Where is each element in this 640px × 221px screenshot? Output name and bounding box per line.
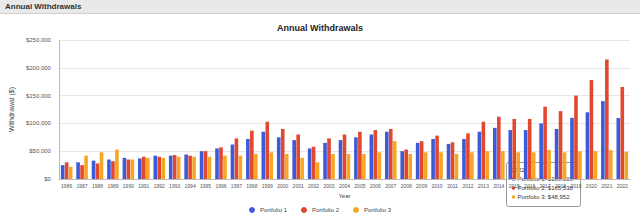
svg-text:2015: 2015 bbox=[509, 183, 520, 189]
svg-text:$50,000: $50,000 bbox=[29, 148, 51, 154]
svg-text:Annual Withdrawals: Annual Withdrawals bbox=[277, 23, 363, 33]
svg-text:1989: 1989 bbox=[107, 183, 118, 189]
svg-text:1999: 1999 bbox=[262, 183, 273, 189]
svg-text:Portfolio 3: Portfolio 3 bbox=[364, 207, 392, 213]
svg-text:1986: 1986 bbox=[61, 183, 72, 189]
svg-text:1994: 1994 bbox=[185, 183, 196, 189]
svg-text:2007: 2007 bbox=[385, 183, 396, 189]
svg-text:$250,000: $250,000 bbox=[26, 37, 52, 43]
svg-text:2022: 2022 bbox=[617, 183, 628, 189]
svg-text:2000: 2000 bbox=[277, 183, 288, 189]
svg-text:$200,000: $200,000 bbox=[26, 65, 52, 71]
svg-text:2005: 2005 bbox=[354, 183, 365, 189]
svg-text:2002: 2002 bbox=[308, 183, 319, 189]
svg-text:Portfolio 1: Portfolio 1 bbox=[260, 207, 288, 213]
svg-text:1991: 1991 bbox=[138, 183, 149, 189]
svg-text:Portfolio 3: $48,952: Portfolio 3: $48,952 bbox=[518, 194, 571, 200]
svg-text:1993: 1993 bbox=[169, 183, 180, 189]
svg-text:1988: 1988 bbox=[92, 183, 103, 189]
svg-text:2013: 2013 bbox=[478, 183, 489, 189]
svg-text:2006: 2006 bbox=[370, 183, 381, 189]
html-text:Annual Withdrawals: Annual Withdrawals bbox=[5, 2, 82, 11]
svg-text:1987: 1987 bbox=[77, 183, 88, 189]
svg-text:1997: 1997 bbox=[231, 183, 242, 189]
svg-text:2016: 2016 bbox=[524, 183, 535, 189]
svg-text:Withdrawal ($): Withdrawal ($) bbox=[8, 87, 16, 132]
svg-text:1998: 1998 bbox=[246, 183, 257, 189]
svg-text:2021: 2021 bbox=[601, 183, 612, 189]
svg-text:2009: 2009 bbox=[416, 183, 427, 189]
svg-text:2018: 2018 bbox=[555, 183, 566, 189]
svg-text:2014: 2014 bbox=[493, 183, 504, 189]
svg-text:1995: 1995 bbox=[200, 183, 211, 189]
svg-text:1990: 1990 bbox=[123, 183, 134, 189]
svg-text:$150,000: $150,000 bbox=[26, 93, 52, 99]
svg-text:2019: 2019 bbox=[570, 183, 581, 189]
svg-text:1992: 1992 bbox=[154, 183, 165, 189]
svg-text:2011: 2011 bbox=[447, 183, 458, 189]
svg-text:$100,000: $100,000 bbox=[26, 120, 52, 126]
svg-text:2001: 2001 bbox=[293, 183, 304, 189]
svg-text:2004: 2004 bbox=[339, 183, 350, 189]
svg-text:2010: 2010 bbox=[432, 183, 443, 189]
svg-text:Year: Year bbox=[338, 193, 350, 199]
svg-text:2012: 2012 bbox=[462, 183, 473, 189]
svg-text:$0: $0 bbox=[44, 176, 51, 182]
svg-text:2020: 2020 bbox=[586, 183, 597, 189]
svg-text:Portfolio 2: Portfolio 2 bbox=[312, 207, 340, 213]
svg-text:2008: 2008 bbox=[401, 183, 412, 189]
svg-text:1996: 1996 bbox=[215, 183, 226, 189]
svg-text:2003: 2003 bbox=[323, 183, 334, 189]
svg-text:2017: 2017 bbox=[540, 183, 551, 189]
